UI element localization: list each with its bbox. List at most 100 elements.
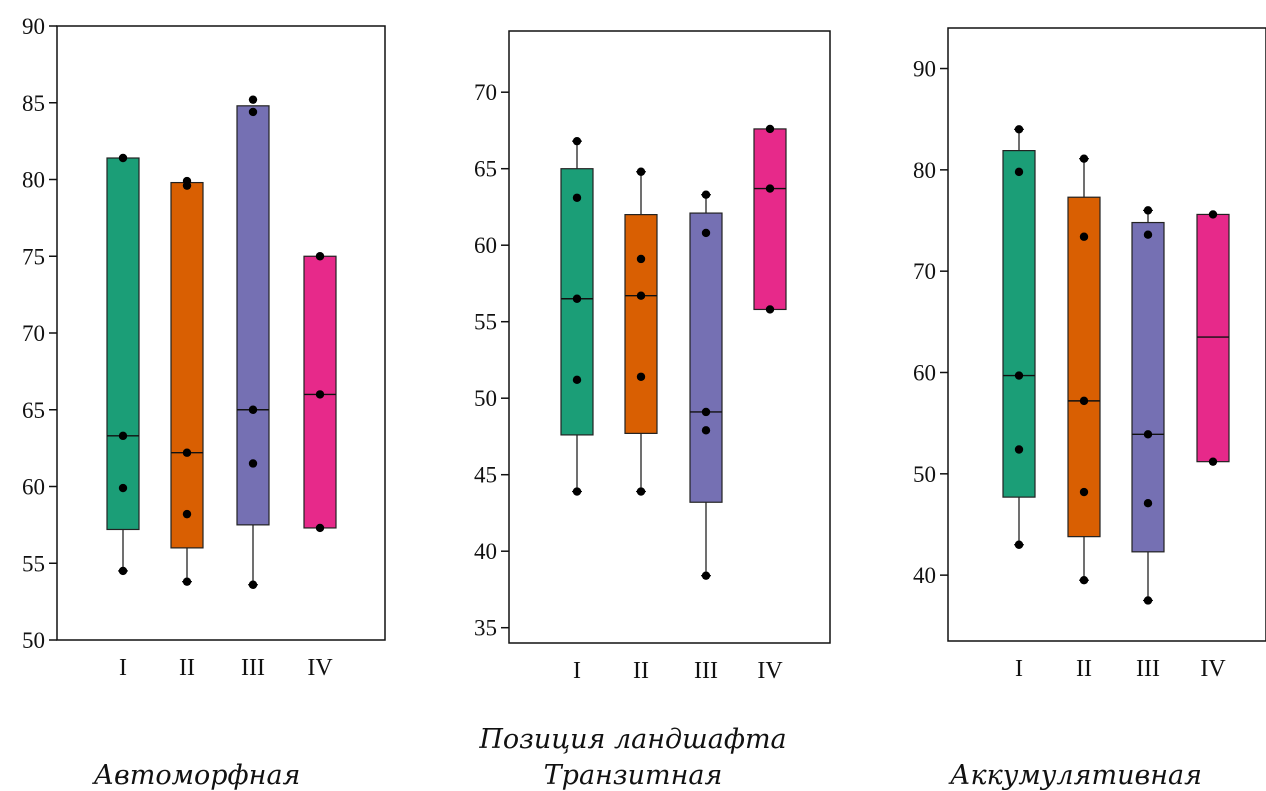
data-point [248, 580, 258, 589]
y-tick-label: 75 [22, 244, 45, 269]
x-category-label: III [694, 658, 718, 684]
y-tick-label: 80 [22, 168, 45, 193]
data-point [248, 459, 258, 468]
box-IV [753, 124, 787, 314]
data-point [701, 407, 711, 417]
data-point [1143, 230, 1153, 239]
x-category-label: IV [1200, 656, 1226, 682]
data-point [636, 291, 646, 300]
x-category-label: II [1076, 656, 1092, 682]
box-body [689, 212, 723, 503]
data-point [248, 405, 258, 414]
y-tick-label: 60 [913, 360, 936, 385]
box-II [1067, 154, 1101, 585]
data-point [1143, 499, 1153, 508]
data-point [248, 95, 258, 104]
data-point [1143, 206, 1153, 215]
box-I [560, 136, 594, 496]
data-point [572, 136, 582, 146]
box-body [1067, 196, 1101, 538]
data-point [572, 193, 582, 202]
y-tick-label: 65 [474, 157, 497, 182]
data-point [636, 372, 646, 381]
data-point [636, 487, 646, 496]
panel-caption-transit: Транзитная [543, 760, 723, 791]
y-tick-label: 40 [913, 563, 936, 588]
box-body [560, 168, 594, 436]
data-point [1014, 540, 1024, 549]
data-point [315, 252, 325, 261]
box-I [1002, 125, 1036, 549]
data-point [248, 107, 258, 117]
box-body [1196, 213, 1230, 463]
data-point [1014, 445, 1024, 454]
data-point [1079, 154, 1089, 163]
y-tick-label: 45 [474, 463, 497, 488]
y-tick-label: 70 [474, 80, 497, 105]
data-point [1208, 457, 1218, 466]
y-tick-label: 70 [22, 321, 45, 346]
y-tick-label: 35 [474, 616, 497, 641]
box-body [106, 157, 140, 531]
plot-frame [508, 30, 831, 644]
y-tick-label: 50 [913, 462, 936, 487]
box-II [624, 167, 658, 496]
y-tick-label: 55 [22, 551, 45, 576]
panel-caption-automorphic: Автоморфная [93, 760, 301, 791]
y-tick-label: 85 [22, 91, 45, 116]
y-tick-label: 60 [22, 475, 45, 500]
data-point [1014, 167, 1024, 177]
data-point [765, 124, 775, 134]
box-IV [1196, 210, 1230, 466]
data-point [118, 566, 128, 576]
data-point [1079, 232, 1089, 241]
data-point [1143, 430, 1153, 439]
box-body [170, 181, 204, 549]
data-point [636, 167, 646, 176]
data-point [765, 184, 775, 193]
y-tick-label: 50 [22, 628, 45, 653]
box-body [236, 105, 270, 526]
y-tick-label: 80 [913, 158, 936, 183]
y-tick-label: 70 [913, 259, 936, 284]
data-point [572, 375, 582, 385]
data-point [182, 448, 192, 457]
data-point [1014, 125, 1024, 134]
x-category-label: I [1015, 656, 1023, 682]
y-tick-label: 90 [22, 14, 45, 39]
y-tick-label: 90 [913, 57, 936, 82]
box-body [1131, 221, 1165, 553]
data-point [701, 571, 711, 580]
box-body [753, 128, 787, 311]
data-point [118, 483, 128, 493]
data-point [182, 509, 192, 519]
x-category-label: II [633, 658, 649, 684]
box-body [1002, 150, 1036, 498]
y-tick-label: 55 [474, 310, 497, 335]
y-tick-label: 60 [474, 233, 497, 258]
panel-caption-accumulative: Аккумулятивная [950, 760, 1202, 791]
data-point [1079, 396, 1089, 406]
data-point [1014, 371, 1024, 380]
x-category-label: III [241, 655, 265, 681]
x-axis-title: Позиция ландшафта [479, 724, 787, 755]
y-tick-label: 50 [474, 386, 497, 411]
x-category-label: IV [307, 655, 333, 681]
data-point [1079, 576, 1089, 585]
data-point [701, 426, 711, 435]
box-III [689, 190, 723, 580]
y-tick-label: 40 [474, 539, 497, 564]
box-III [1131, 206, 1165, 605]
x-category-label: IV [757, 658, 783, 684]
plot-frame [947, 27, 1266, 642]
box-IV [303, 252, 337, 533]
x-category-label: I [573, 658, 581, 684]
box-body [624, 214, 658, 434]
data-point [315, 390, 325, 399]
data-point [182, 176, 192, 186]
data-point [636, 254, 646, 264]
